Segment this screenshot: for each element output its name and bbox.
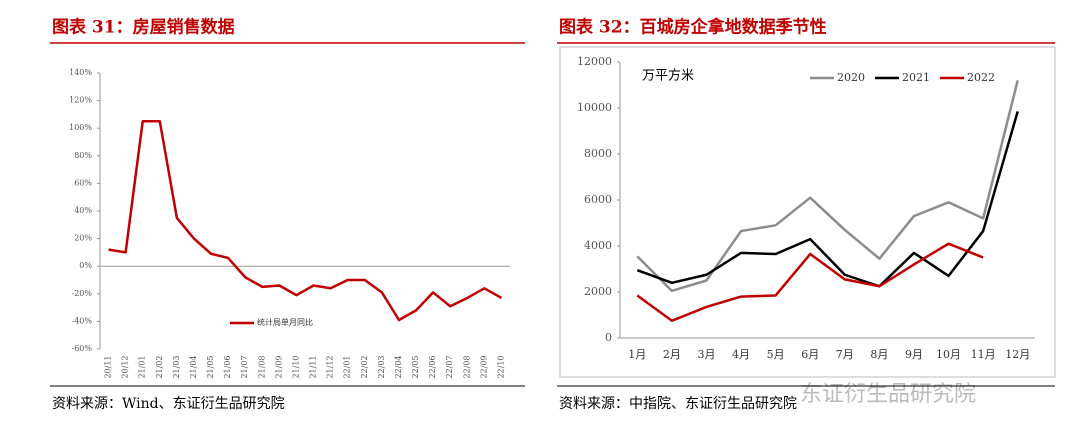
x-tick-label: 21/02 [155, 355, 164, 378]
source: 资料来源：Wind、东证衍生品研究院 [52, 396, 285, 412]
x-tick-label: 22/01 [343, 355, 352, 378]
x-tick-label: 1月 [628, 348, 646, 361]
y-tick-label: 8000 [584, 147, 612, 160]
x-tick-label: 22/02 [360, 355, 369, 378]
series-line [636, 111, 1019, 288]
x-tick-label: 5月 [767, 348, 785, 361]
legend-label: 统计局单月同比 [257, 317, 313, 327]
y-tick-label: 10000 [577, 101, 612, 114]
y-tick-label: 100% [69, 123, 92, 132]
x-tick-label: 22/07 [445, 355, 454, 378]
y-tick-label: 4000 [584, 239, 612, 252]
series-line [636, 80, 1019, 293]
chart-frame [559, 46, 1056, 378]
x-tick-label: 22/09 [479, 355, 488, 378]
x-tick-label: 9月 [905, 348, 923, 361]
x-tick-label: 3月 [697, 348, 715, 361]
series-line [108, 120, 503, 322]
y-tick-label: 0 [605, 331, 612, 344]
x-tick-label: 11月 [971, 348, 996, 361]
x-tick-label: 22/06 [428, 355, 437, 378]
legend-label: 2022 [967, 71, 995, 84]
x-tick-label: 21/12 [326, 355, 335, 378]
y-tick-label: 120% [69, 96, 92, 105]
y-tick-label: 20% [74, 234, 92, 243]
x-tick-label: 21/05 [206, 355, 215, 378]
x-tick-label: 4月 [732, 348, 750, 361]
series-line [636, 242, 984, 322]
y-tick-label: 2000 [584, 285, 612, 298]
x-tick-label: 21/03 [172, 355, 181, 378]
annotation: 万平方米 [642, 68, 694, 84]
x-tick-label: 2月 [663, 348, 681, 361]
y-tick-label: 12000 [577, 55, 612, 68]
x-tick-label: 22/04 [394, 355, 403, 378]
x-tick-label: 7月 [836, 348, 854, 361]
x-tick-label: 22/10 [496, 355, 505, 378]
y-tick-label: 6000 [584, 193, 612, 206]
x-tick-label: 10月 [936, 348, 961, 361]
x-tick-label: 21/11 [309, 355, 318, 378]
x-tick-label: 21/06 [223, 355, 232, 378]
legend-label: 2021 [902, 71, 930, 84]
x-tick-label: 20/11 [104, 355, 113, 378]
x-tick-label: 21/07 [240, 355, 249, 378]
y-tick-label: 40% [74, 206, 92, 215]
x-tick-label: 8月 [870, 348, 888, 361]
chart-title: 图表 31：房屋销售数据 [52, 17, 235, 38]
x-tick-label: 20/12 [121, 355, 130, 378]
y-tick-label: -20% [72, 289, 93, 298]
x-tick-label: 22/05 [411, 355, 420, 378]
y-tick-label: -40% [72, 316, 93, 325]
legend-label: 2020 [837, 71, 865, 84]
y-tick-label: 140% [69, 68, 92, 77]
x-tick-label: 6月 [801, 348, 819, 361]
x-tick-label: 12月 [1005, 348, 1030, 361]
y-tick-label: 80% [74, 151, 92, 160]
x-tick-label: 21/04 [189, 355, 198, 378]
x-tick-label: 21/10 [291, 355, 300, 378]
x-tick-label: 21/01 [138, 355, 147, 378]
x-tick-label: 22/03 [377, 355, 386, 378]
source: 资料来源：中指院、东证衍生品研究院 [559, 396, 797, 412]
x-tick-label: 22/08 [462, 355, 471, 378]
x-tick-label: 21/09 [274, 355, 283, 378]
y-tick-label: 0% [79, 261, 92, 270]
y-tick-label: 60% [74, 178, 92, 187]
y-tick-label: -60% [72, 344, 93, 353]
x-tick-label: 21/08 [257, 355, 266, 378]
chart-title: 图表 32：百城房企拿地数据季节性 [559, 17, 827, 38]
